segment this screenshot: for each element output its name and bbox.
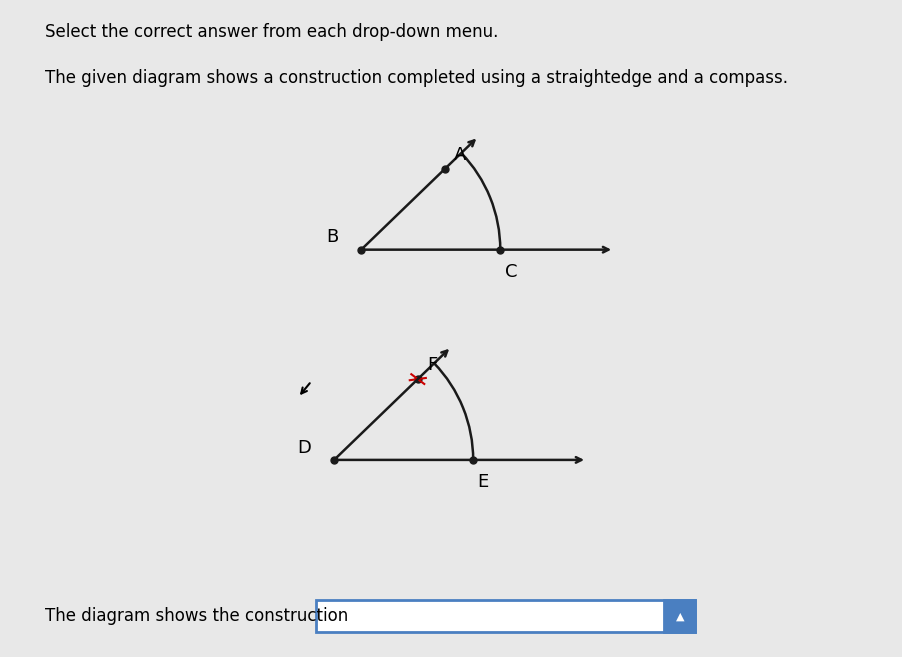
- Text: B: B: [326, 229, 338, 246]
- Text: The given diagram shows a construction completed using a straightedge and a comp: The given diagram shows a construction c…: [45, 69, 787, 87]
- Text: C: C: [504, 263, 517, 281]
- Text: Select the correct answer from each drop-down menu.: Select the correct answer from each drop…: [45, 23, 498, 41]
- Text: F: F: [427, 356, 437, 374]
- Text: D: D: [298, 439, 311, 457]
- FancyBboxPatch shape: [316, 600, 695, 632]
- Text: The diagram shows the construction: The diagram shows the construction: [45, 607, 348, 625]
- Text: ▲: ▲: [675, 611, 684, 622]
- FancyBboxPatch shape: [663, 600, 695, 632]
- Text: E: E: [477, 473, 488, 491]
- Text: A: A: [454, 146, 465, 164]
